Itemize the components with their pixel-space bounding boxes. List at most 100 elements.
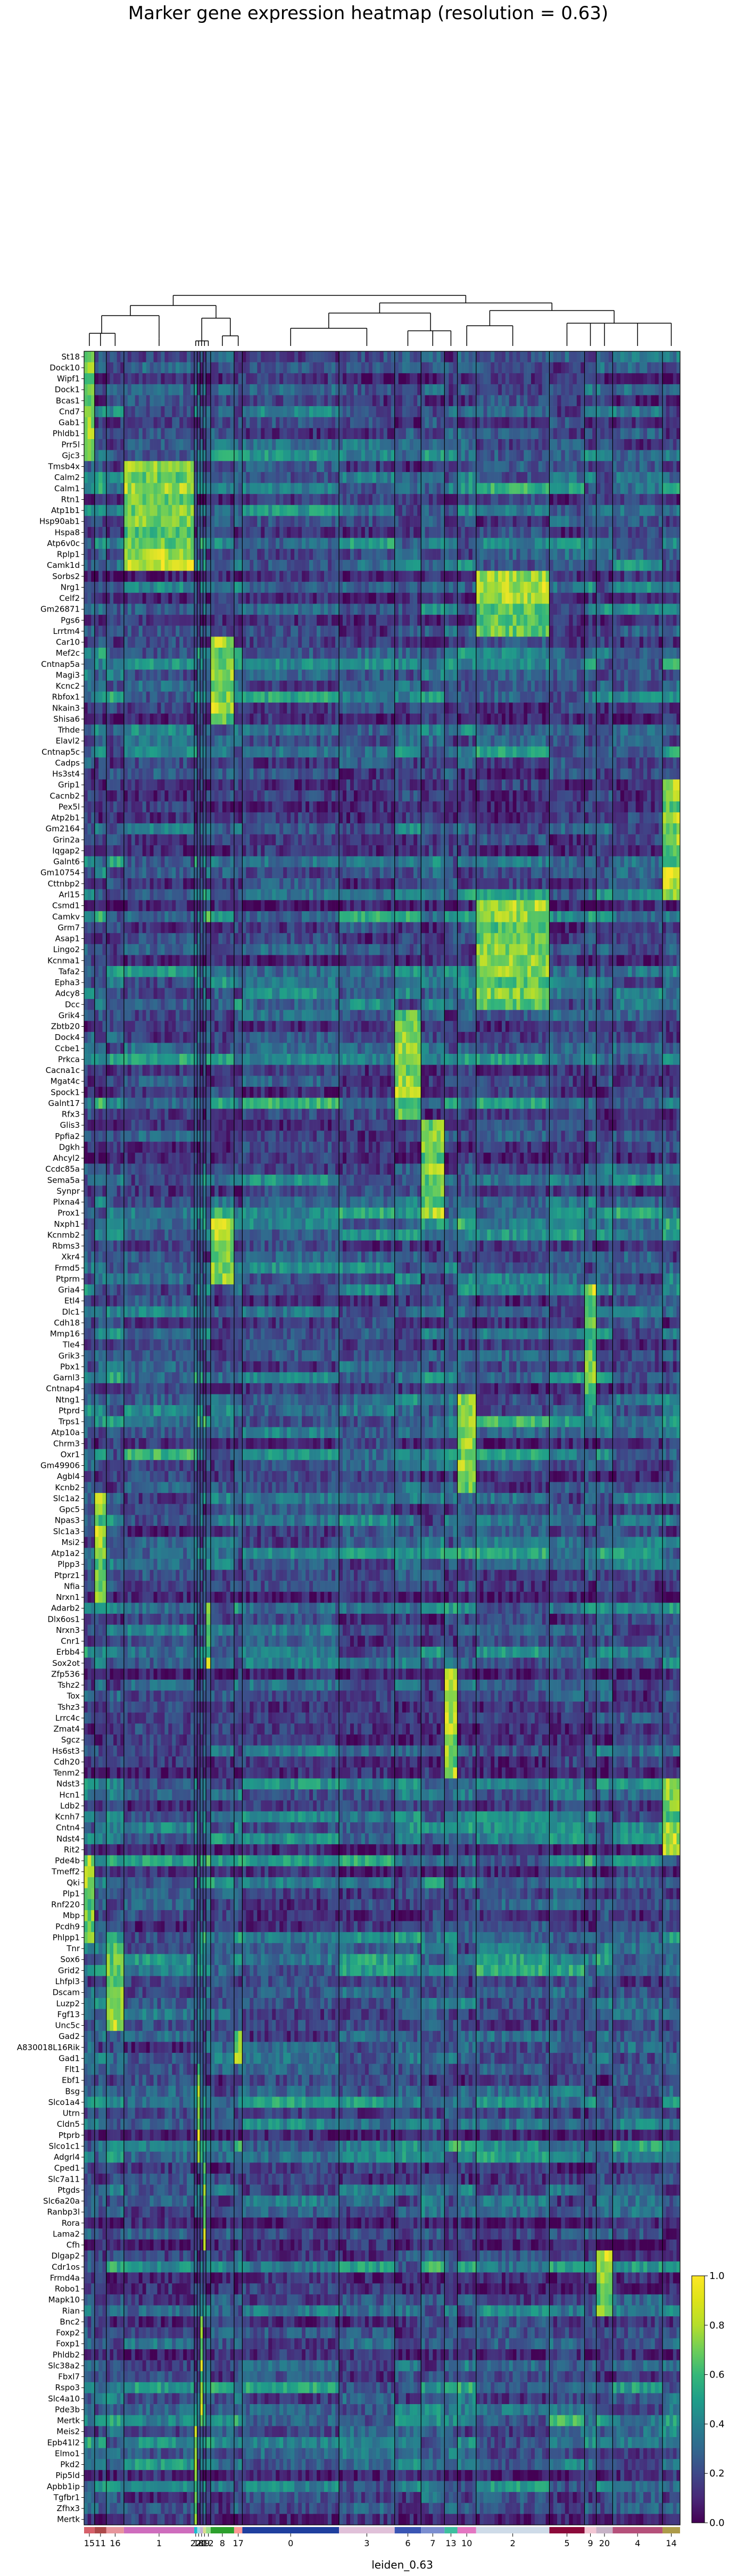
heatmap-cell [469, 428, 473, 439]
heatmap-cell [106, 516, 110, 527]
heatmap-cell [120, 549, 124, 560]
heatmap-cell [524, 538, 527, 549]
heatmap-cell [461, 384, 465, 395]
heatmap-cell [95, 472, 99, 483]
heatmap-cell [410, 527, 413, 538]
heatmap-cell [444, 483, 449, 494]
heatmap-cell [157, 505, 161, 516]
heatmap-cell [238, 483, 243, 494]
heatmap-cell [350, 439, 354, 450]
heatmap-cell [461, 472, 465, 483]
heatmap-cell [589, 472, 593, 483]
heatmap-cell [417, 395, 421, 407]
heatmap-cell [279, 483, 283, 494]
heatmap-cell [676, 494, 680, 505]
heatmap-cell [135, 406, 139, 417]
heatmap-cell [253, 582, 257, 593]
heatmap-cell [433, 494, 437, 505]
heatmap-cell [643, 417, 648, 428]
heatmap-cell [272, 351, 276, 362]
heatmap-cell [113, 472, 117, 483]
heatmap-cell [546, 384, 550, 395]
heatmap-cell [172, 571, 176, 582]
heatmap-cell [242, 373, 246, 384]
heatmap-cell [476, 406, 480, 417]
heatmap-cell [128, 516, 131, 527]
heatmap-cell [502, 516, 506, 527]
heatmap-cell [573, 472, 577, 483]
heatmap-cell [453, 395, 457, 407]
heatmap-cell [135, 538, 139, 549]
heatmap-cell [557, 417, 561, 428]
heatmap-cell [120, 428, 124, 439]
heatmap-cell [234, 450, 238, 461]
heatmap-cell [287, 483, 291, 494]
heatmap-cell [276, 406, 279, 417]
heatmap-cell [124, 560, 128, 571]
heatmap-cell [453, 571, 457, 582]
heatmap-cell [380, 571, 384, 582]
heatmap-cell [234, 373, 238, 384]
heatmap-cell [358, 483, 361, 494]
heatmap-cell [143, 439, 146, 450]
heatmap-cell [253, 472, 257, 483]
heatmap-cell [143, 450, 146, 461]
heatmap-cell [110, 439, 113, 450]
heatmap-cell [183, 516, 187, 527]
heatmap-cell [597, 516, 601, 527]
heatmap-cell [257, 483, 261, 494]
heatmap-cell [546, 483, 550, 494]
heatmap-cell [617, 538, 621, 549]
heatmap-cell [246, 505, 250, 516]
heatmap-cell [640, 406, 644, 417]
heatmap-cell [214, 362, 219, 374]
heatmap-cell [183, 406, 187, 417]
heatmap-cell [253, 417, 257, 428]
heatmap-cell [146, 428, 150, 439]
heatmap-cell [636, 461, 640, 472]
heatmap-cell [113, 384, 117, 395]
heatmap-cell [469, 373, 473, 384]
heatmap-cell [395, 428, 399, 439]
heatmap-cell [509, 538, 513, 549]
heatmap-cell [513, 472, 517, 483]
heatmap-cell [651, 351, 655, 362]
heatmap-cell [313, 406, 317, 417]
heatmap-cell [253, 450, 257, 461]
heatmap-cell [154, 428, 158, 439]
heatmap-cell [305, 461, 309, 472]
heatmap-cell [261, 417, 264, 428]
heatmap-cell [380, 516, 384, 527]
heatmap-cell [620, 406, 625, 417]
heatmap-cell [565, 362, 569, 374]
heatmap-cell [250, 582, 253, 593]
heatmap-cell [384, 395, 387, 407]
heatmap-cell [539, 494, 542, 505]
heatmap-cell [376, 560, 380, 571]
heatmap-cell [651, 516, 655, 527]
heatmap-cell [565, 494, 569, 505]
heatmap-cell [527, 351, 531, 362]
heatmap-cell [539, 439, 542, 450]
heatmap-cell [391, 417, 395, 428]
heatmap-cell [535, 373, 539, 384]
heatmap-cell [473, 461, 476, 472]
heatmap-cell [410, 362, 413, 374]
heatmap-cell [103, 406, 107, 417]
heatmap-cell [476, 472, 480, 483]
heatmap-cell [531, 549, 535, 560]
heatmap-cell [520, 560, 524, 571]
heatmap-cell [663, 472, 666, 483]
heatmap-cell [384, 428, 387, 439]
heatmap-cell [238, 384, 243, 395]
heatmap-cell [513, 395, 517, 407]
heatmap-cell [542, 384, 546, 395]
heatmap-cell [636, 406, 640, 417]
heatmap-cell [433, 560, 437, 571]
heatmap-cell [106, 483, 110, 494]
heatmap-cell [84, 527, 88, 538]
heatmap-cell [161, 406, 164, 417]
heatmap-cell [549, 439, 553, 450]
heatmap-cell [146, 516, 150, 527]
heatmap-cell [502, 483, 506, 494]
